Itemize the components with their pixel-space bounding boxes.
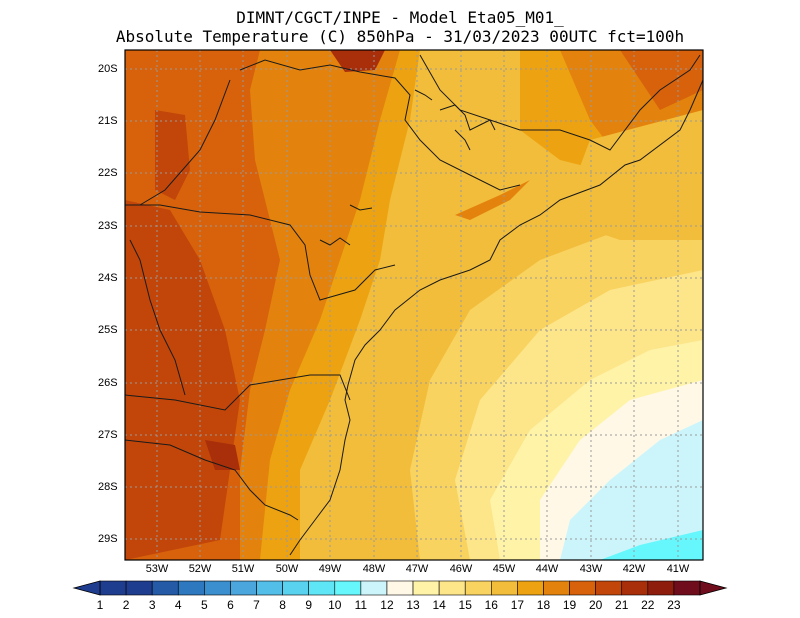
lon-label-51w: 51W: [231, 563, 255, 575]
field-region-11: [560, 420, 703, 560]
lon-label-42w: 42W: [622, 563, 646, 575]
graticule: [125, 50, 703, 560]
color-scale-label: 17: [510, 598, 525, 612]
color-scale-label: 14: [432, 598, 446, 612]
color-scale-label: 9: [305, 598, 313, 612]
color-scale-label: 12: [380, 598, 394, 612]
state-border-ms-sp: [139, 79, 231, 206]
color-scale-label: 13: [406, 598, 420, 612]
color-scale-label: 21: [615, 598, 629, 612]
chart-title-line-1: DIMNT/CGCT/INPE - Model Eta05_M01_: [236, 8, 564, 27]
color-scale-label: 19: [562, 598, 577, 612]
field-region-10: [600, 530, 703, 560]
color-scale-label: 16: [484, 598, 498, 612]
color-scale-label: 3: [148, 598, 156, 612]
inland-water-bodies: [319, 89, 496, 246]
color-scale-label: 11: [354, 598, 368, 612]
lon-label-50w: 50W: [275, 563, 299, 575]
lon-label-52w: 52W: [188, 563, 212, 575]
lat-label-22s: 22S: [98, 167, 118, 179]
state-border-sp-pr: [125, 204, 396, 301]
chart-title-line-2: Absolute Temperature (C) 850hPa - 31/03/…: [115, 27, 685, 46]
coastline: [289, 79, 704, 556]
state-border-sc-rs: [124, 439, 299, 521]
color-scale-label: 18: [536, 598, 551, 612]
political-boundaries: [124, 54, 704, 556]
color-scale-label: 4: [174, 598, 182, 612]
color-scale-label: 6: [227, 598, 234, 612]
color-scale-label: 20: [588, 598, 603, 612]
color-scale-label: 8: [279, 598, 286, 612]
field-region-21-n: [330, 50, 385, 72]
lon-label-47w: 47W: [405, 563, 429, 575]
state-border-mg-sp: [239, 59, 521, 191]
lon-label-48w: 48W: [362, 563, 386, 575]
lat-label-25s: 25S: [98, 324, 118, 336]
lat-label-20s: 20S: [98, 63, 118, 75]
color-scale-label: 15: [458, 598, 472, 612]
map-frame: [124, 49, 704, 561]
lat-label-28s: 28S: [98, 481, 118, 493]
field-region-20-n: [155, 110, 190, 200]
country-border-west: [129, 239, 186, 396]
lat-label-29s: 29S: [98, 533, 118, 545]
field-region-20-w: [125, 200, 240, 560]
color-scale-label: 5: [201, 598, 208, 612]
color-scale-label: 2: [122, 598, 130, 612]
color-scale-label: 7: [253, 598, 260, 612]
lon-label-44w: 44W: [535, 563, 559, 575]
lat-label-27s: 27S: [98, 429, 118, 441]
lon-label-45w: 45W: [492, 563, 516, 575]
color-scale-label: 10: [328, 598, 342, 612]
lat-label-23s: 23S: [98, 220, 118, 232]
color-scale-label: 22: [641, 598, 655, 612]
lat-label-21s: 21S: [98, 115, 118, 127]
color-scale-label: 23: [667, 598, 681, 612]
field-region-17-pocket: [265, 80, 330, 190]
field-region-18-coast: [455, 180, 530, 220]
lon-label-46w: 46W: [449, 563, 473, 575]
lat-label-26s: 26S: [98, 377, 118, 389]
state-border-pr-sc: [124, 374, 351, 411]
lon-label-41w: 41W: [666, 563, 690, 575]
field-region-19-ne: [620, 50, 703, 110]
lon-label-49w: 49W: [318, 563, 342, 575]
color-scale-label: 1: [96, 598, 104, 612]
lon-label-53w: 53W: [145, 563, 169, 575]
state-border-mg-es: [419, 54, 701, 151]
lon-label-43w: 43W: [579, 563, 603, 575]
lat-label-24s: 24S: [98, 272, 118, 284]
